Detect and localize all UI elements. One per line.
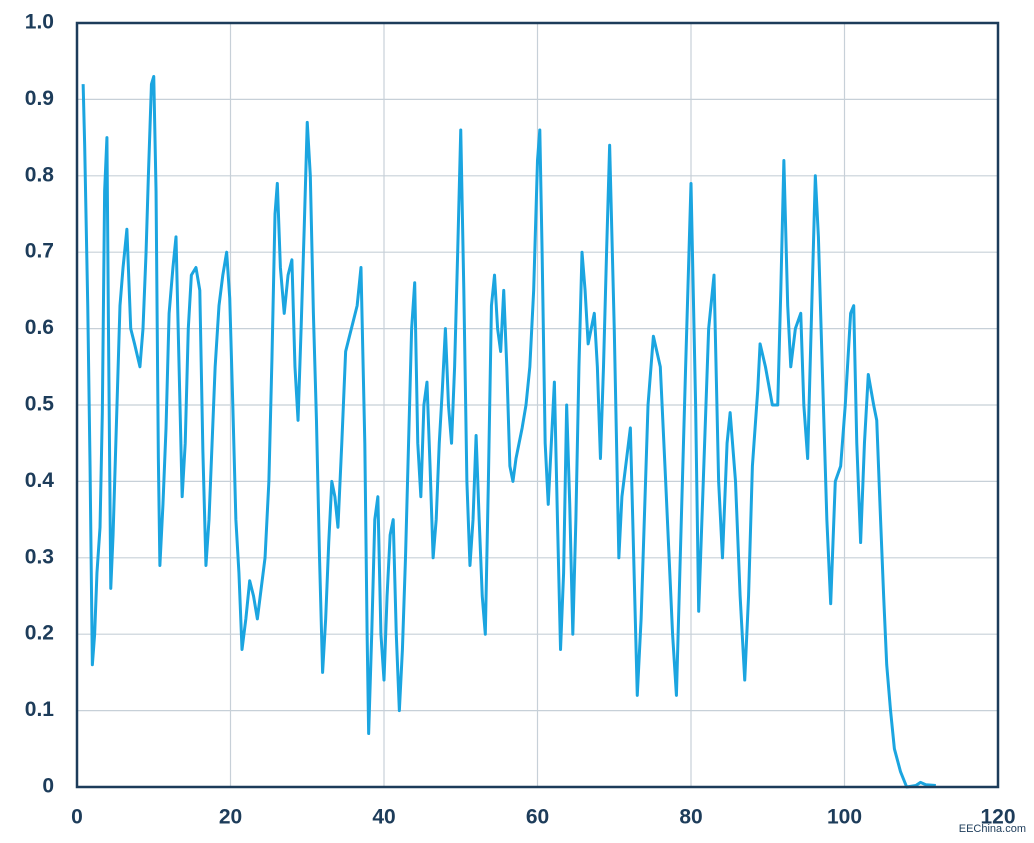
watermark: EEChina.com: [959, 823, 1026, 835]
y-tick-label: 0.3: [25, 545, 54, 568]
y-tick-label: 0.7: [25, 240, 54, 263]
y-tick-label: 0.2: [25, 622, 54, 645]
y-tick-label: 0.8: [25, 163, 55, 186]
x-tick-label: 20: [219, 806, 242, 829]
y-tick-label: 0.6: [25, 316, 54, 339]
x-tick-label: 120: [980, 806, 1015, 829]
y-tick-label: 0.4: [25, 469, 55, 492]
x-tick-label: 100: [827, 806, 862, 829]
x-tick-label: 40: [372, 806, 395, 829]
plot-frame: [75, 21, 1000, 789]
x-tick-label: 60: [526, 806, 549, 829]
data-line: [81, 74, 936, 789]
y-tick-label: 0.1: [25, 698, 55, 721]
x-tick-label: 0: [71, 806, 83, 829]
y-tick-label: 0.5: [25, 393, 55, 416]
x-tick-label: 80: [679, 806, 702, 829]
y-tick-label: 1.0: [25, 11, 54, 34]
y-tick-label: 0: [42, 775, 54, 798]
y-tick-label: 0.9: [25, 87, 54, 110]
